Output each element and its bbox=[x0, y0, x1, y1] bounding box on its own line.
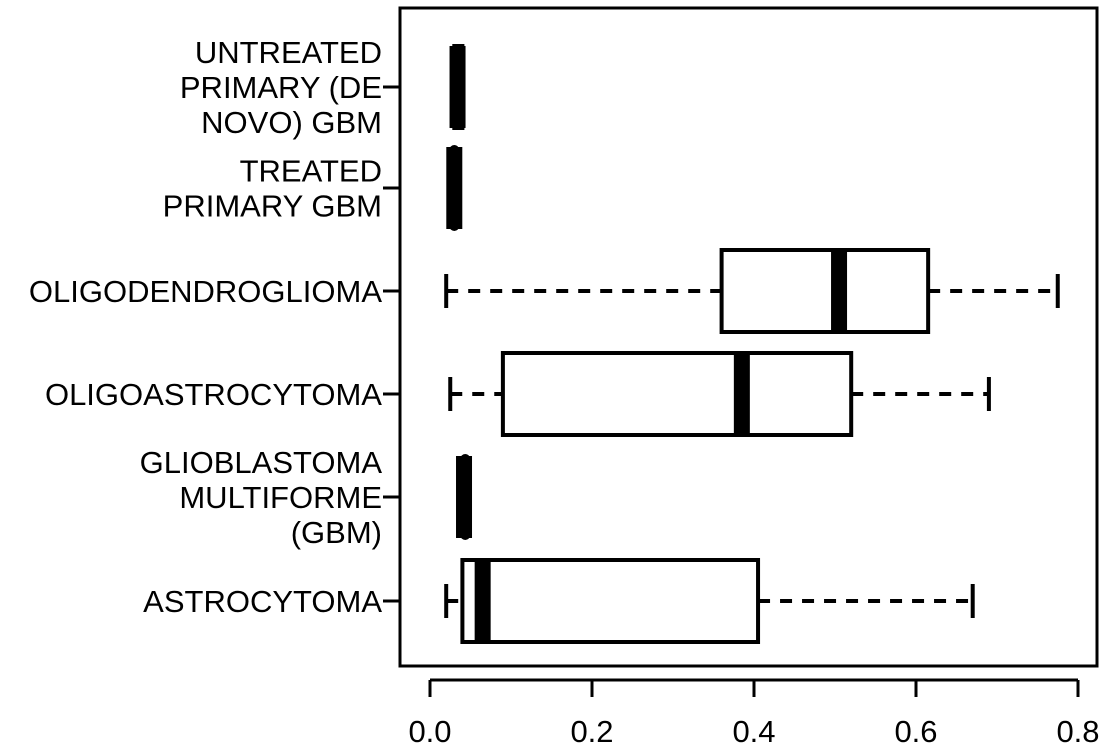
box-2 bbox=[444, 248, 1060, 334]
category-label: ASTROCYTOMA bbox=[143, 584, 382, 619]
plot-frame bbox=[398, 6, 1099, 668]
iqr-box bbox=[500, 351, 854, 437]
x-tick-label: 0.4 bbox=[732, 714, 775, 749]
median-line bbox=[446, 147, 463, 229]
category-label-line: PRIMARY GBM bbox=[163, 189, 382, 224]
category-label-line: TREATED bbox=[240, 154, 382, 189]
box-4 bbox=[456, 454, 473, 540]
category-label: OLIGODENDROGLIOMA bbox=[29, 274, 382, 309]
category-label-line: OLIGODENDROGLIOMA bbox=[29, 274, 382, 309]
box-3 bbox=[448, 351, 991, 437]
box-5 bbox=[444, 558, 975, 644]
category-label-line: UNTREATED bbox=[195, 35, 382, 70]
median-line bbox=[449, 46, 466, 128]
category-label: OLIGOASTROCYTOMA bbox=[45, 377, 382, 412]
category-label-line: GLIOBLASTOMA bbox=[140, 445, 383, 480]
box-0 bbox=[449, 44, 466, 130]
category-label-line: ASTROCYTOMA bbox=[143, 584, 382, 619]
category-label-line: OLIGOASTROCYTOMA bbox=[45, 377, 382, 412]
category-label: GLIOBLASTOMA MULTIFORME (GBM) bbox=[140, 445, 383, 550]
iqr-box bbox=[460, 558, 761, 644]
median-line bbox=[733, 353, 750, 435]
iqr-box bbox=[719, 248, 931, 334]
category-label-line: NOVO) GBM bbox=[201, 105, 382, 140]
category-label-line: PRIMARY (DE bbox=[180, 70, 382, 105]
median-line bbox=[474, 560, 491, 642]
x-tick-label: 0.8 bbox=[1056, 714, 1099, 749]
category-label-line: (GBM) bbox=[291, 515, 382, 550]
boxes bbox=[444, 44, 1060, 644]
median-line bbox=[456, 456, 473, 538]
category-label: TREATED PRIMARY GBM bbox=[163, 154, 382, 224]
x-tick-label: 0.2 bbox=[570, 714, 613, 749]
category-label-line: MULTIFORME bbox=[179, 480, 382, 515]
box-1 bbox=[446, 145, 463, 231]
x-tick-label: 0.6 bbox=[894, 714, 937, 749]
x-tick-label: 0.0 bbox=[408, 714, 451, 749]
x-axis: 0.0 0.2 0.4 0.6 0.8 bbox=[408, 678, 1100, 749]
category-label: UNTREATED PRIMARY (DE NOVO) GBM bbox=[180, 35, 382, 140]
median-line bbox=[831, 250, 848, 332]
